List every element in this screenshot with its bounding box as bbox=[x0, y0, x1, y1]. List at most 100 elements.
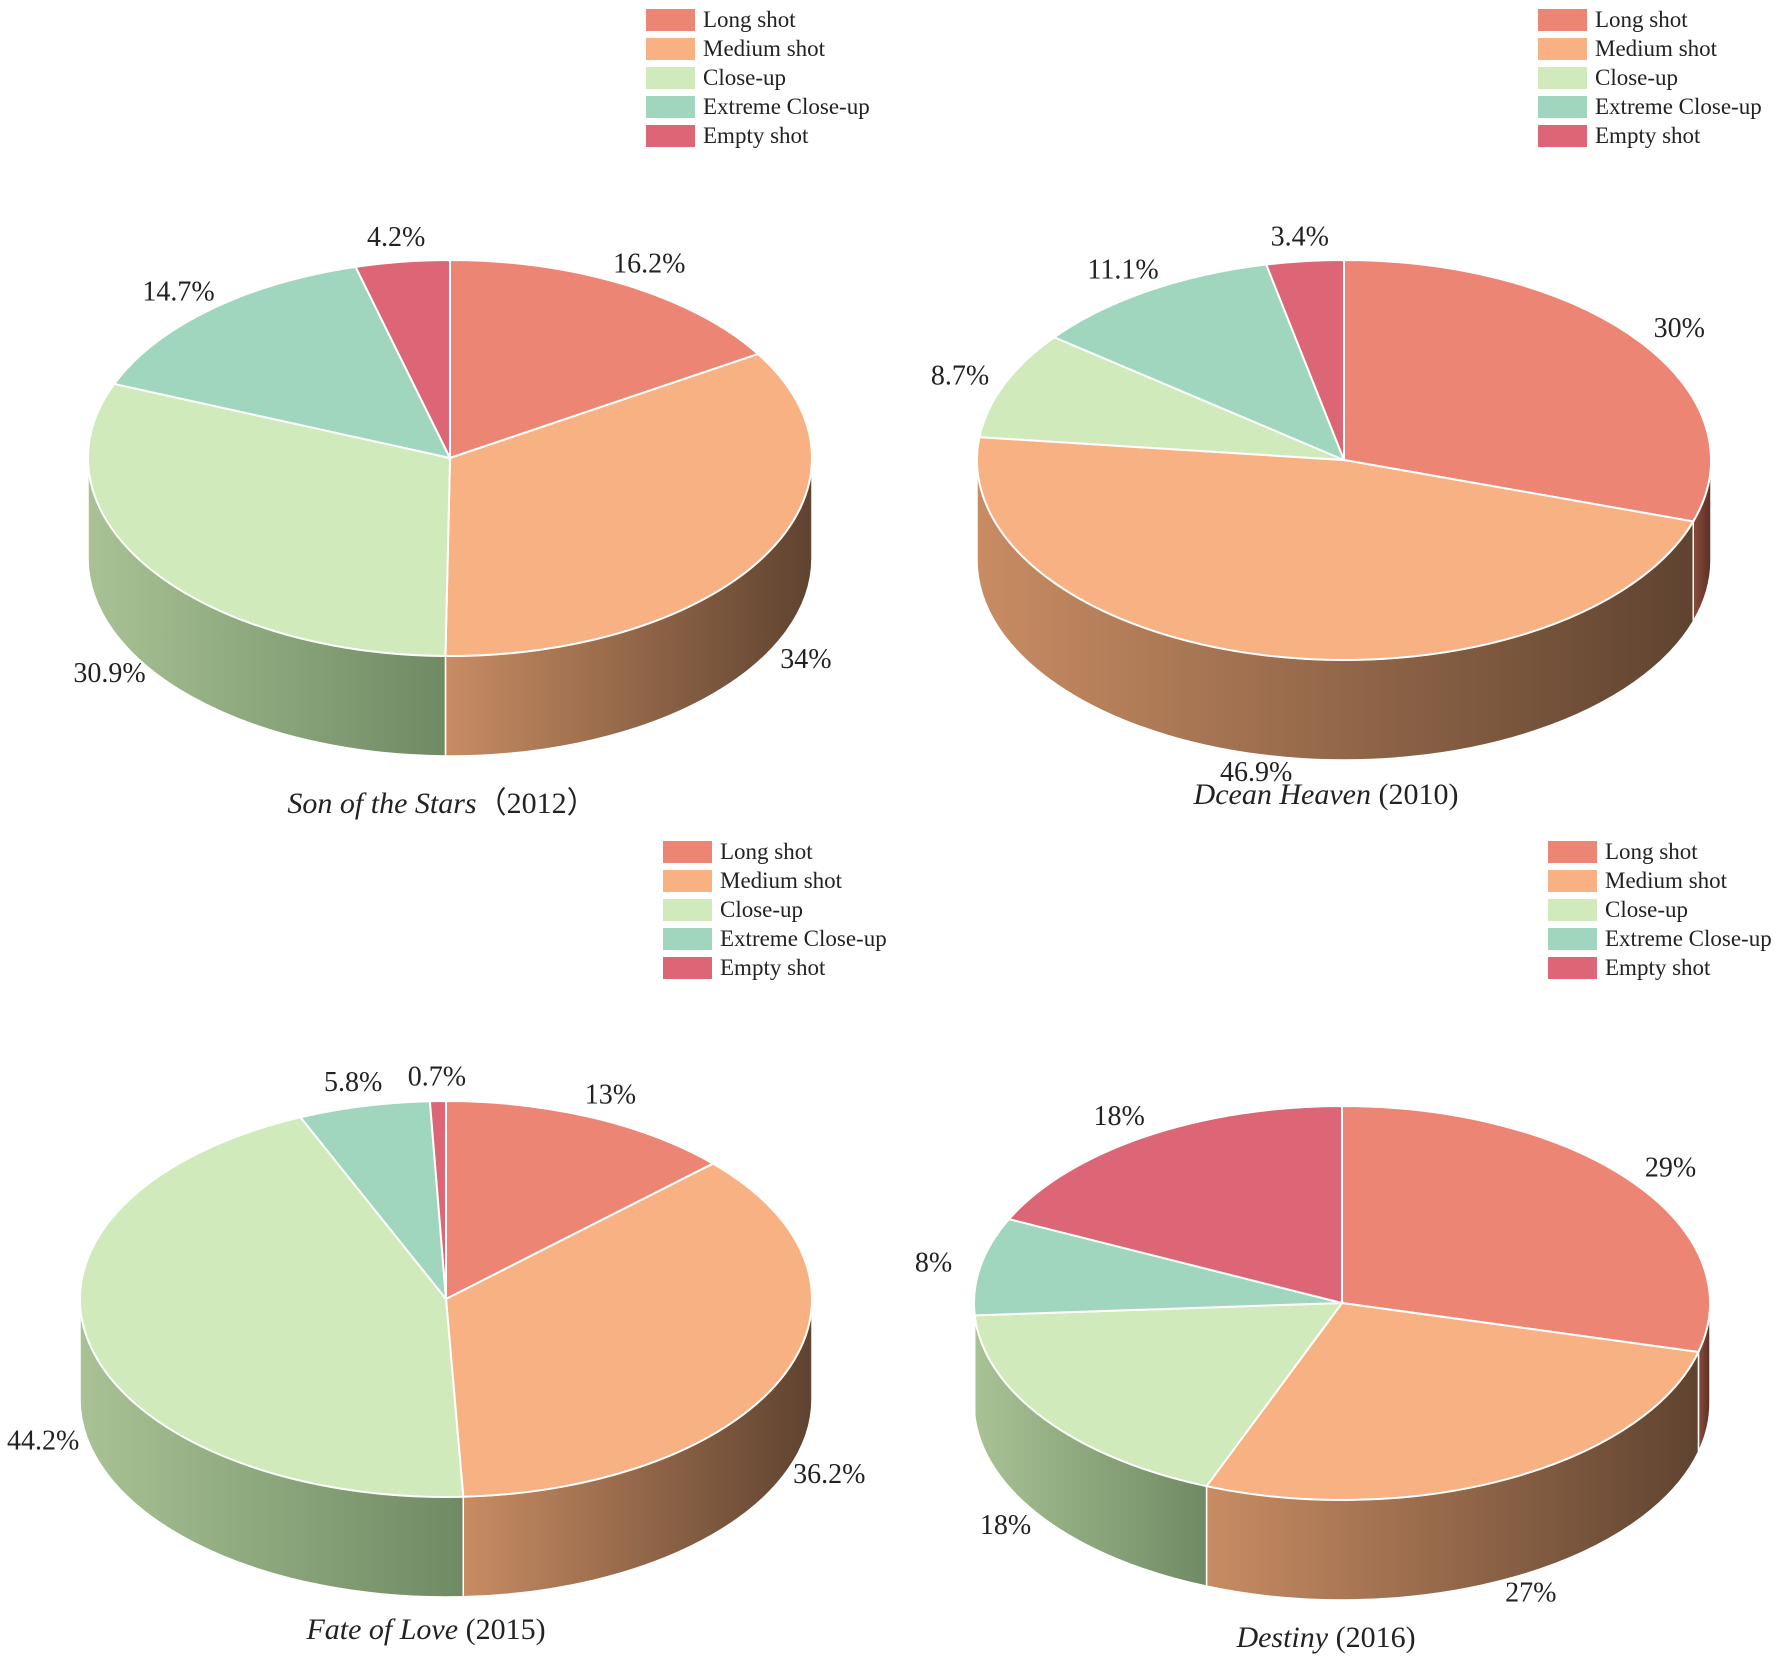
pie-chart: 30% 46.9% 8.7% 11.1% 3.4% bbox=[931, 221, 1712, 788]
legend-label: Close-up bbox=[1605, 897, 1689, 922]
legend-label: Extreme Close-up bbox=[1595, 94, 1762, 119]
slice-value-label: 34% bbox=[780, 644, 831, 675]
slice-value-label: 4.2% bbox=[367, 222, 425, 253]
legend-item: Long shot bbox=[663, 837, 887, 866]
pie-slice bbox=[445, 1099, 716, 1301]
slice-value-label: 16.2% bbox=[613, 249, 685, 280]
legend-label: Empty shot bbox=[703, 123, 809, 148]
slice-value-label: 36.2% bbox=[793, 1459, 865, 1490]
legend-swatch bbox=[646, 66, 695, 89]
chart-legend: Long shot Medium shot Close-up Extreme Clos… bbox=[663, 837, 887, 982]
legend-swatch bbox=[646, 95, 695, 118]
legend-item: Medium shot bbox=[646, 34, 870, 63]
legend-swatch bbox=[663, 927, 712, 950]
caption-movie-title: Destiny bbox=[1236, 1621, 1329, 1654]
legend-swatch bbox=[663, 869, 712, 892]
pie-slice bbox=[87, 382, 452, 657]
legend-item: Close-up bbox=[1538, 63, 1762, 92]
pie-slice bbox=[449, 258, 761, 460]
legend-swatch bbox=[663, 898, 712, 921]
legend-label: Empty shot bbox=[1595, 123, 1701, 148]
legend-item: Extreme Close-up bbox=[646, 92, 870, 121]
legend-label: Extreme Close-up bbox=[1605, 926, 1772, 951]
legend-label: Long shot bbox=[720, 839, 813, 864]
pie-chart: 16.2% 34% 30.9% 14.7% 4.2% bbox=[73, 222, 832, 757]
caption-year: (2016) bbox=[1328, 1621, 1416, 1654]
caption-year: (2010) bbox=[1370, 778, 1459, 811]
pie-chart: 29% 27% 18% 8% 18% bbox=[915, 1101, 1711, 1608]
legend-label: Close-up bbox=[1595, 65, 1679, 90]
legend-item: Empty shot bbox=[1538, 121, 1762, 150]
legend-label: Close-up bbox=[720, 897, 804, 922]
chart-caption: Dcean Heaven (2010) bbox=[880, 778, 1772, 812]
slice-value-label: 13% bbox=[585, 1080, 636, 1111]
caption-movie-title: Fate of Love bbox=[306, 1613, 459, 1646]
legend-item: Close-up bbox=[646, 63, 870, 92]
caption-year: （2012） bbox=[476, 787, 597, 820]
chart-legend: Long shot Medium shot Close-up Extreme Clos… bbox=[646, 5, 870, 150]
legend-label: Medium shot bbox=[1605, 868, 1728, 893]
slice-value-label: 27% bbox=[1505, 1577, 1556, 1608]
legend-swatch bbox=[1548, 927, 1597, 950]
pie-chart-panel: 30% 46.9% 8.7% 11.1% 3.4% Long shot Medium sh… bbox=[892, 0, 1784, 833]
slice-value-label: 46.9% bbox=[1220, 757, 1292, 788]
pie-slice bbox=[1204, 1301, 1700, 1501]
pie-chart: 13% 36.2% 44.2% 5.8% 0.7% bbox=[7, 1061, 865, 1598]
legend-label: Medium shot bbox=[1595, 36, 1718, 61]
pie-slice bbox=[978, 336, 1345, 461]
pie-slice bbox=[976, 436, 1695, 662]
legend-label: Long shot bbox=[703, 7, 796, 32]
pie-top bbox=[976, 258, 1712, 662]
slice-value-label: 0.7% bbox=[408, 1061, 466, 1092]
chart-caption: Son of the Stars（2012） bbox=[0, 778, 888, 822]
pie-slice bbox=[1343, 258, 1712, 523]
legend-label: Long shot bbox=[1605, 839, 1698, 864]
slice-value-label: 30% bbox=[1654, 313, 1705, 344]
slice-value-label: 44.2% bbox=[7, 1426, 79, 1457]
legend-label: Empty shot bbox=[720, 955, 826, 980]
legend-item: Extreme Close-up bbox=[1548, 924, 1772, 953]
pie-slice bbox=[444, 352, 813, 657]
pie-top bbox=[973, 1104, 1711, 1501]
legend-item: Close-up bbox=[1548, 895, 1772, 924]
legend-swatch bbox=[1538, 37, 1587, 60]
pie-chart-panel: 16.2% 34% 30.9% 14.7% 4.2% Long shot Medium s… bbox=[0, 0, 892, 833]
legend-swatch bbox=[646, 8, 695, 31]
pie-slice bbox=[1007, 1104, 1343, 1305]
pie-slice bbox=[973, 1218, 1343, 1317]
legend-swatch bbox=[646, 124, 695, 147]
legend-label: Extreme Close-up bbox=[703, 94, 870, 119]
pie-slice bbox=[354, 258, 451, 459]
pie-slice bbox=[298, 1100, 448, 1303]
legend-item: Long shot bbox=[646, 5, 870, 34]
pie-labels: 30% 46.9% 8.7% 11.1% 3.4% bbox=[931, 221, 1705, 788]
caption-movie-title: Dcean Heaven bbox=[1193, 778, 1371, 811]
slice-value-label: 29% bbox=[1645, 1153, 1696, 1184]
legend-label: Empty shot bbox=[1605, 955, 1711, 980]
chart-caption: Fate of Love (2015) bbox=[0, 1613, 872, 1647]
legend-swatch bbox=[1538, 66, 1587, 89]
pie-labels: 13% 36.2% 44.2% 5.8% 0.7% bbox=[7, 1061, 865, 1490]
legend-label: Extreme Close-up bbox=[720, 926, 887, 951]
legend-swatch bbox=[1538, 95, 1587, 118]
pie-slice bbox=[1264, 258, 1345, 461]
legend-item: Long shot bbox=[1548, 837, 1772, 866]
legend-item: Extreme Close-up bbox=[1538, 92, 1762, 121]
slice-value-label: 18% bbox=[980, 1510, 1031, 1541]
pie-slice bbox=[1341, 1104, 1711, 1354]
pie-labels: 29% 27% 18% 8% 18% bbox=[915, 1101, 1696, 1608]
pie-top bbox=[87, 258, 813, 657]
slice-value-label: 14.7% bbox=[142, 277, 214, 308]
caption-year: (2015) bbox=[458, 1613, 546, 1646]
legend-item: Empty shot bbox=[663, 953, 887, 982]
pie-top bbox=[79, 1099, 813, 1498]
legend-swatch bbox=[1538, 124, 1587, 147]
pie-labels: 16.2% 34% 30.9% 14.7% 4.2% bbox=[73, 222, 831, 689]
legend-swatch bbox=[1548, 840, 1597, 863]
legend-item: Long shot bbox=[1538, 5, 1762, 34]
slice-value-label: 5.8% bbox=[324, 1067, 382, 1098]
pie-slice bbox=[112, 265, 452, 460]
pie-slice bbox=[79, 1116, 465, 1498]
chart-caption: Destiny (2016) bbox=[880, 1621, 1772, 1655]
chart-legend: Long shot Medium shot Close-up Extreme Clos… bbox=[1548, 837, 1772, 982]
